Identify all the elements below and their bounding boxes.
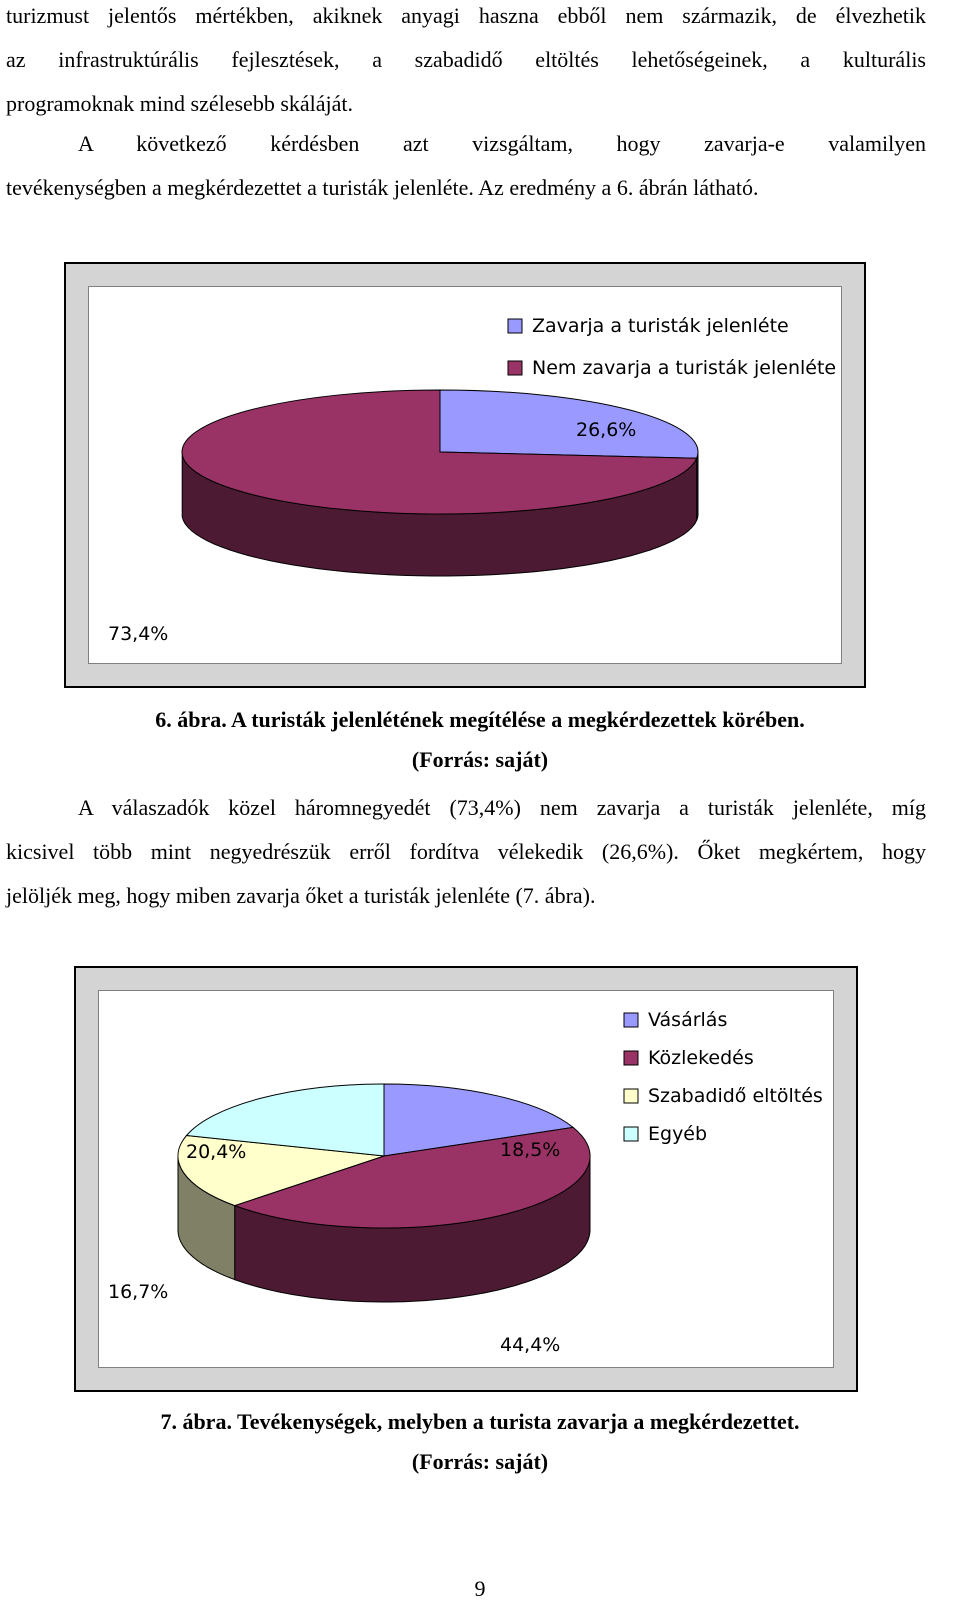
pie-slice: [177, 1134, 385, 1207]
figure7-chart: 18,5% 44,4% 16,7% 20,4% Vásárlás Közlekedés Sz…: [74, 966, 858, 1392]
figure6-caption-source: (Forrás: saját): [411, 747, 549, 772]
data-label: 44,4%: [500, 1334, 560, 1356]
question-paragraph: A következő kérdésben azt vizsgáltam, ho…: [6, 122, 926, 210]
figure7-pie-svg: 18,5% 44,4% 16,7% 20,4% Vásárlás Közlekedés Sz…: [108, 1009, 823, 1356]
text-line: tevékenységben a megkérdezettet a turist…: [6, 175, 759, 200]
data-label: 73,4%: [108, 623, 168, 645]
figure7-caption-source: (Forrás: saját): [411, 1449, 549, 1474]
figure6-chart: 26,6% 73,4% Zavarja a turisták jelenléte Ne…: [64, 262, 866, 688]
legend-entry: Nem zavarja a turisták jelenléte: [532, 357, 836, 379]
legend-entry: Zavarja a turisták jelenléte: [532, 315, 789, 337]
result-paragraph: A válaszadók közel háromnegyedét (73,4%)…: [6, 786, 926, 918]
text-line: az infrastruktúrális fejlesztések, a sza…: [6, 47, 926, 72]
legend-entry: Szabadidő eltöltés: [648, 1085, 823, 1107]
text-line: A válaszadók közel háromnegyedét (73,4%)…: [78, 795, 926, 820]
data-label: 16,7%: [108, 1281, 168, 1303]
text-line: programoknak mind szélesebb skáláját.: [6, 91, 354, 116]
page-number: 9: [474, 1576, 486, 1601]
text-line: kicsivel több mint negyedrészük erről fo…: [6, 839, 926, 864]
data-label: 26,6%: [576, 419, 636, 441]
legend-entry: Közlekedés: [648, 1047, 754, 1069]
pie-slice: [439, 389, 699, 459]
data-label: 18,5%: [500, 1139, 560, 1161]
figure6-caption-title: 6. ábra. A turisták jelenlétének megítél…: [155, 707, 805, 732]
figure6-pie-svg: 26,6% 73,4% Zavarja a turisták jelenléte Ne…: [108, 315, 836, 645]
legend-swatch: [623, 1126, 639, 1142]
text-line: turizmust jelentős mértékben, akiknek an…: [6, 3, 926, 28]
legend-swatch: [623, 1012, 639, 1028]
figure7-caption-title: 7. ábra. Tevékenységek, melyben a turist…: [160, 1409, 800, 1434]
figure6-caption: 6. ábra. A turisták jelenlétének megítél…: [0, 700, 960, 780]
legend-entry: Vásárlás: [648, 1009, 727, 1031]
legend-swatch: [507, 318, 523, 334]
legend-entry: Egyéb: [648, 1123, 707, 1145]
pie-slice: [233, 1126, 591, 1229]
pie-slice: [185, 1083, 385, 1157]
data-label: 20,4%: [186, 1141, 246, 1163]
intro-paragraph: turizmust jelentős mértékben, akiknek an…: [6, 0, 926, 126]
pie-slice: [383, 1083, 575, 1157]
legend-swatch: [623, 1050, 639, 1066]
text-line: A következő kérdésben azt vizsgáltam, ho…: [78, 131, 926, 156]
legend-swatch: [623, 1088, 639, 1104]
text-line: jelöljék meg, hogy miben zavarja őket a …: [6, 883, 596, 908]
figure7-caption: 7. ábra. Tevékenységek, melyben a turist…: [0, 1402, 960, 1482]
pie-slice: [181, 389, 698, 515]
legend-swatch: [507, 360, 523, 376]
